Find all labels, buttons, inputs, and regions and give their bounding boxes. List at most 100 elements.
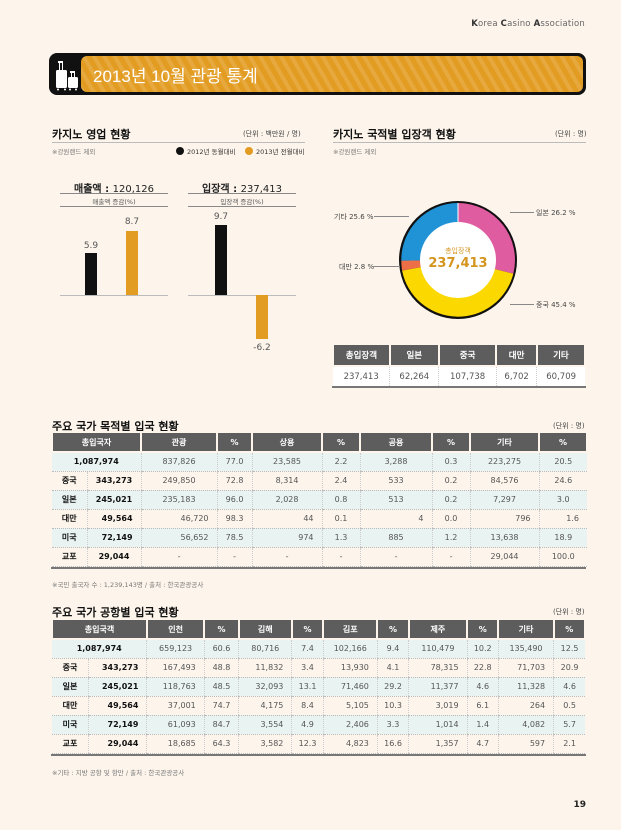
airport-title: 주요 국가 공항별 입국 현황 [52, 606, 179, 619]
cell: 1,014 [408, 715, 468, 735]
donut-center-value: 237,413 [428, 256, 488, 271]
nationality-table: 총입장객 일본 중국 대만 기타 237,413 62,264 107,738 … [332, 343, 587, 388]
col-header: % [431, 431, 472, 453]
col-header: 제주 [407, 618, 469, 640]
cell: 18.9 [538, 528, 588, 548]
cell: 974 [251, 528, 323, 548]
table-row: 교포 29,044 - - - - - - 29,044 100.0 [52, 547, 588, 567]
col-header: 김해 [237, 618, 293, 640]
cell: 4 [359, 509, 433, 529]
country-cell: 중국 [52, 471, 87, 491]
table-row: 미국 72,149 61,093 84.7 3,554 4.9 2,406 3.… [52, 715, 585, 735]
cell: 71,460 [322, 677, 378, 697]
cell: 48.8 [203, 658, 239, 678]
col-header: % [216, 431, 254, 453]
cell: 5,105 [322, 696, 378, 716]
cell: 6.1 [466, 696, 499, 716]
cell: 98.3 [216, 509, 253, 529]
cell: 22.8 [466, 658, 499, 678]
table-row: 대만 49,564 46,720 98.3 44 0.1 4 0.0 796 1… [52, 509, 588, 529]
cell: 80,716 [238, 639, 292, 659]
purpose-note: ※국민 출국자 수 : 1,239,143명 / 출처 : 한국관광공사 [52, 581, 204, 589]
cell: 3,288 [359, 452, 433, 472]
airport-note: ※기타 : 지방 공항 및 항만 / 출처 : 한국관광공사 [52, 769, 185, 777]
country-cell: 중국 [52, 658, 89, 678]
donut-center-label: 총입장객 [445, 247, 471, 255]
country-cell: 일본 [52, 490, 87, 510]
cell: 10.3 [376, 696, 409, 716]
cell: 20.5 [538, 452, 588, 472]
cell: 9.4 [376, 639, 409, 659]
cell: - [431, 547, 471, 567]
leader-line [510, 212, 534, 213]
cell: 96.0 [216, 490, 253, 510]
page-number: 19 [573, 800, 586, 810]
cell: 4,082 [497, 715, 554, 735]
cell: 64.3 [203, 734, 239, 754]
cell: 4.6 [553, 677, 585, 697]
table-row-total: 1,087,974 659,123 60.6 80,716 7.4 102,16… [52, 639, 585, 659]
cell: 77.0 [216, 452, 253, 472]
cell: 2,406 [322, 715, 378, 735]
cell: 167,493 [146, 658, 205, 678]
col-header: 관광 [140, 431, 219, 453]
col-header: 대만 [495, 343, 538, 367]
cell: 32,093 [238, 677, 292, 697]
cell: 1.4 [466, 715, 499, 735]
airport-table: 총입국객 인천 % 김해 % 김포 % 제주 % 기타 % 1,087,974 … [51, 618, 587, 756]
cell: 3.3 [376, 715, 409, 735]
cell: - [216, 547, 253, 567]
cell: 0.1 [321, 509, 361, 529]
cell: 118,763 [146, 677, 205, 697]
cell: 48.5 [203, 677, 239, 697]
table-row: 대만 49,564 37,001 74.7 4,175 8.4 5,105 10… [52, 696, 585, 716]
divider [60, 193, 168, 194]
cell: 0.2 [431, 490, 471, 510]
cell: 0.0 [431, 509, 471, 529]
col-header: 공용 [359, 431, 434, 453]
country-cell: 미국 [52, 715, 89, 735]
cell: 3,554 [238, 715, 292, 735]
cell: 72,149 [86, 528, 142, 548]
airport-unit: (단위 : 명) [553, 608, 585, 616]
col-header: 기타 [497, 618, 555, 640]
cell: - [321, 547, 361, 567]
revenue-kpi: 매출액 : 120,126 [74, 184, 154, 195]
cell: 71,703 [497, 658, 554, 678]
cell: 0.3 [431, 452, 471, 472]
cell: 7,297 [469, 490, 540, 510]
country-cell: 대만 [52, 509, 87, 529]
bar-visitors-2012 [215, 225, 227, 295]
revenue-sub: 매출액 증감(%) [92, 198, 136, 206]
casino-ops-unit: (단위 : 백만원 / 명) [243, 130, 301, 138]
cell: 1.6 [538, 509, 588, 529]
cell: 264 [497, 696, 554, 716]
cell: 533 [359, 471, 433, 491]
cell: 0.5 [553, 696, 585, 716]
col-header: 중국 [437, 343, 498, 367]
page-title: 2013년 10월 관광 통계 [93, 67, 258, 86]
col-header: % [552, 618, 587, 640]
col-header: 총입국객 [51, 618, 148, 640]
cell: 223,275 [469, 452, 540, 472]
cell: 29,044 [469, 547, 540, 567]
bar-label: 8.7 [124, 217, 140, 227]
cell: 1,087,974 [52, 639, 147, 659]
cell: 56,652 [140, 528, 218, 548]
cell: 343,273 [87, 658, 147, 678]
col-header: 김포 [322, 618, 379, 640]
divider [188, 193, 296, 194]
cell: 11,328 [497, 677, 554, 697]
cell: 4.1 [376, 658, 409, 678]
legend-dot-black [176, 147, 184, 155]
cell: 49,564 [87, 696, 147, 716]
cell: 796 [469, 509, 540, 529]
cell: 5.7 [553, 715, 585, 735]
pie-label-taiwan: 대만 2.8 % [339, 263, 375, 271]
pie-label-japan: 일본 26.2 % [536, 209, 576, 217]
cell: 11,377 [408, 677, 468, 697]
col-header: 일본 [388, 343, 440, 367]
bar-revenue-2013 [126, 231, 138, 295]
chart-baseline [188, 295, 296, 296]
leader-line [372, 266, 400, 267]
